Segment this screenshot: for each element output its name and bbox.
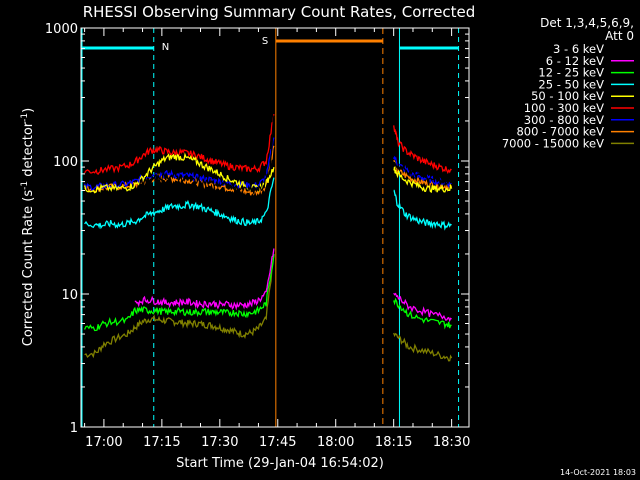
series-4-segment-2	[393, 189, 452, 231]
series-8-segment-2	[393, 159, 453, 193]
legend-label: 800 - 7000 keV	[516, 125, 604, 139]
night-label: N	[162, 42, 169, 53]
series-9-segment-1	[84, 253, 275, 359]
chart-title: RHESSI Observing Summary Count Rates, Co…	[83, 3, 476, 21]
x-tick-label: 18:30	[433, 435, 470, 450]
series-1-segment-2	[393, 161, 452, 185]
series-9	[84, 253, 453, 362]
legend-label: 7000 - 15000 keV	[502, 136, 604, 150]
y-label-end: )	[21, 108, 36, 113]
series-6	[84, 114, 452, 176]
x-tick-label: 17:00	[85, 435, 122, 450]
legend-label: 50 - 100 keV	[531, 89, 604, 103]
y-axis-label: Corrected Count Rate (s-1 detector-1)	[20, 108, 36, 346]
x-tick-label: 18:15	[375, 435, 412, 450]
y-tick-label: 10	[61, 288, 78, 303]
y-tick-label: 1	[70, 421, 78, 436]
legend-label: 12 - 25 keV	[538, 66, 604, 80]
series-9-segment-2	[393, 332, 453, 362]
legend-header-detectors: Det 1,3,4,5,6,9,	[540, 16, 634, 30]
series-3	[84, 253, 452, 332]
series-2-segment-2	[393, 292, 452, 323]
y-axis: 1 10 100 1000	[45, 22, 469, 436]
series-3-segment-2	[393, 297, 452, 330]
series-6-segment-1	[84, 114, 275, 176]
x-axis: 17:00 17:15 17:30 17:45 18:00 18:15 18:30	[84, 28, 470, 450]
y-label-sup-2: -1	[20, 113, 30, 122]
saa-label: S	[262, 36, 268, 47]
y-label-mid: detector	[21, 121, 36, 181]
footer-timestamp: 14-Oct-2021 18:03	[560, 468, 636, 477]
y-tick-label: 100	[53, 155, 78, 170]
plot-series	[83, 114, 453, 362]
series-3-segment-1	[84, 253, 275, 332]
series-6-segment-2	[393, 125, 452, 175]
series-4-segment-1	[84, 177, 275, 230]
series-1	[138, 115, 452, 195]
series-2-segment-1	[134, 248, 275, 311]
series-4	[84, 177, 452, 231]
legend-label: 25 - 50 keV	[538, 77, 604, 91]
x-tick-label: 17:15	[143, 435, 180, 450]
y-label-sup-1: -1	[20, 181, 30, 190]
plot-frame	[80, 27, 470, 428]
plot-markers: NS	[81, 28, 460, 427]
x-tick-label: 17:45	[259, 435, 296, 450]
series-2	[134, 248, 452, 323]
legend-label: 100 - 300 keV	[524, 101, 604, 115]
legend-label: 300 - 800 keV	[524, 113, 604, 127]
x-tick-label: 17:30	[201, 435, 238, 450]
series-7-segment-1	[83, 137, 275, 192]
series-1-segment-1	[138, 115, 275, 195]
legend-label: 6 - 12 keV	[546, 54, 604, 68]
series-5-segment-2	[393, 165, 453, 194]
legend-label: 3 - 6 keV	[553, 42, 604, 56]
x-axis-label: Start Time (29-Jan-04 16:54:02)	[176, 456, 384, 471]
y-label-main: Corrected Count Rate (s	[21, 190, 36, 347]
y-tick-label: 1000	[45, 22, 78, 37]
legend-header-attenuator: Att 0	[605, 29, 634, 43]
x-tick-label: 18:00	[317, 435, 354, 450]
